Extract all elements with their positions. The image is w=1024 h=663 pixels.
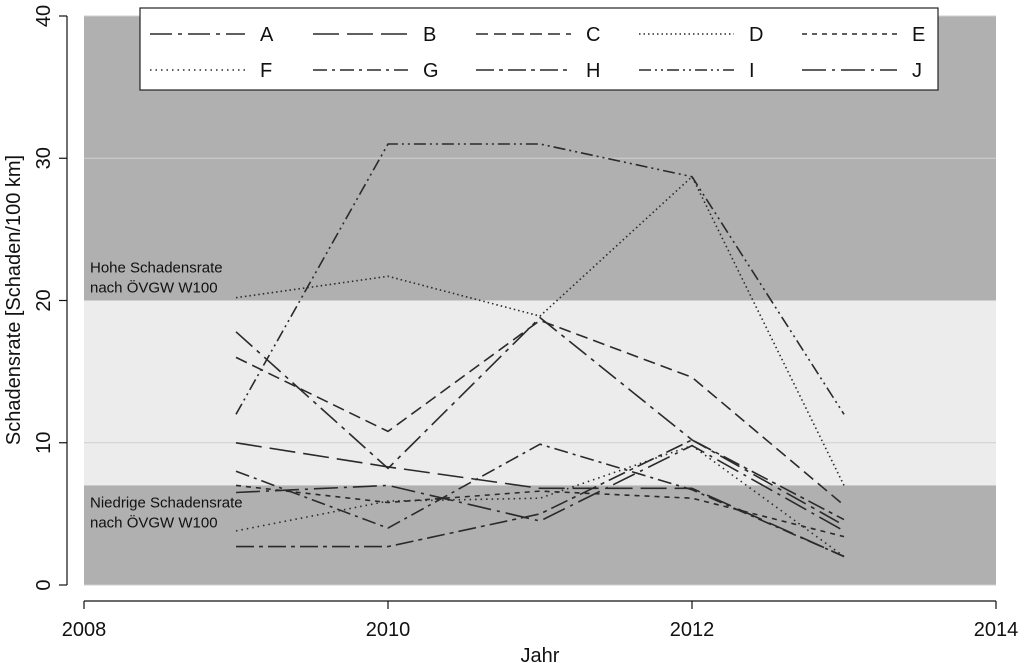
series-A-line (235, 316, 845, 526)
legend-label-E: E (912, 24, 925, 46)
y-axis-title: Schadensrate [Schaden/100 km] (3, 155, 25, 445)
series-E-line (235, 484, 845, 538)
x-tick-label-0: 2008 (62, 619, 107, 641)
legend-label-J: J (912, 60, 922, 82)
legend-label-C: C (586, 24, 600, 46)
x-axis-title: Jahr (521, 645, 560, 663)
legend-label-H: H (586, 60, 600, 82)
band-0-label-line-1: nach ÖVGW W100 (90, 279, 218, 297)
series-J-line (235, 444, 845, 532)
series-I-line (235, 143, 845, 415)
series-B-line (235, 442, 845, 558)
y-tick-label-1: 10 (33, 432, 55, 454)
x-tick-label-1: 2010 (366, 619, 411, 641)
legend-label-I: I (749, 60, 755, 82)
band-2-label-line-0: Niedrige Schadensrate (90, 494, 243, 511)
series-H-line (236, 439, 845, 548)
series-lines (235, 143, 845, 558)
band-1 (84, 300, 996, 486)
series-G-line (235, 443, 845, 558)
legend-label-D: D (749, 24, 763, 46)
x-tick-label-2: 2012 (670, 619, 715, 641)
band-0-label-line-0: Hohe Schadensrate (90, 260, 223, 277)
y-tick-label-0: 0 (33, 579, 55, 590)
series-C-line (235, 319, 845, 506)
band-2 (84, 485, 996, 585)
zone-labels: Hohe Schadensrate nach ÖVGW W100 Niedrige … (90, 260, 243, 532)
series-D-line (235, 175, 845, 486)
x-tick-label-3: 2014 (974, 619, 1019, 641)
legend: A B C D E F G H I J (139, 7, 939, 91)
legend-label-B: B (423, 24, 436, 46)
legend-label-A: A (260, 24, 274, 46)
y-tick-label-2: 20 (33, 289, 55, 311)
legend-label-G: G (423, 60, 439, 82)
y-tick-label-4: 40 (33, 5, 55, 27)
band-2-label-line-1: nach ÖVGW W100 (90, 513, 218, 531)
y-tick-label-3: 30 (33, 147, 55, 169)
legend-label-F: F (260, 60, 272, 82)
legend-box (139, 7, 939, 91)
axes: 0 10 20 30 40 2008 2010 2012 2014 (33, 5, 1018, 641)
